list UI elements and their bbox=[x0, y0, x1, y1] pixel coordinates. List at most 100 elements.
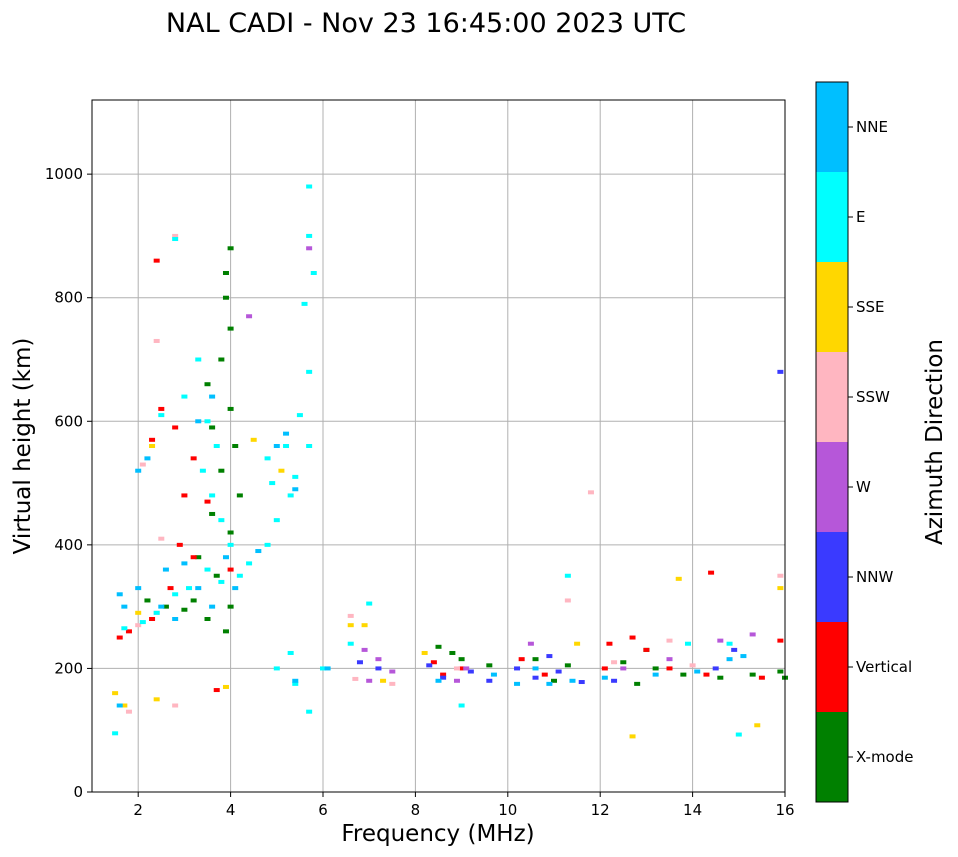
data-point bbox=[158, 536, 165, 541]
colorbar-tick-label: NNE bbox=[856, 118, 888, 136]
data-point bbox=[264, 542, 271, 547]
data-point bbox=[731, 647, 738, 652]
data-point bbox=[153, 338, 160, 343]
data-point bbox=[292, 474, 299, 479]
data-point bbox=[749, 632, 756, 637]
data-point bbox=[172, 237, 179, 242]
data-point bbox=[440, 672, 447, 677]
data-point bbox=[125, 709, 132, 714]
data-point bbox=[310, 271, 317, 275]
data-point bbox=[227, 326, 234, 331]
data-point bbox=[162, 567, 169, 572]
data-point bbox=[246, 314, 253, 319]
data-point bbox=[629, 734, 636, 739]
data-point bbox=[186, 586, 193, 591]
data-point bbox=[153, 258, 160, 263]
data-point bbox=[172, 592, 179, 597]
data-point bbox=[125, 629, 132, 634]
data-point bbox=[541, 672, 548, 677]
data-point bbox=[606, 641, 613, 646]
data-point bbox=[666, 638, 673, 643]
colorbar-segment bbox=[816, 622, 848, 712]
data-point bbox=[564, 573, 571, 578]
colorbar-label: Azimuth Direction bbox=[922, 339, 948, 545]
data-point bbox=[532, 675, 539, 680]
chart-title: NAL CADI - Nov 23 16:45:00 2023 UTC bbox=[166, 8, 686, 39]
colorbar-tick-label: Vertical bbox=[856, 658, 912, 676]
data-point bbox=[324, 666, 331, 671]
y-tick-label: 400 bbox=[54, 536, 83, 554]
data-point bbox=[172, 617, 179, 621]
data-point bbox=[287, 493, 294, 498]
colorbar-tick-label: W bbox=[856, 478, 871, 496]
data-point bbox=[116, 635, 123, 640]
data-point bbox=[435, 678, 442, 683]
data-point bbox=[209, 493, 216, 498]
data-point bbox=[435, 644, 442, 649]
plot-area bbox=[92, 100, 785, 792]
data-point bbox=[209, 604, 216, 609]
series-nnw bbox=[356, 369, 784, 685]
data-point bbox=[463, 666, 470, 671]
data-point bbox=[190, 598, 197, 603]
data-point bbox=[347, 623, 354, 628]
data-point bbox=[578, 680, 585, 685]
data-point bbox=[777, 369, 784, 374]
data-point bbox=[218, 357, 225, 362]
colorbar-segment bbox=[816, 712, 848, 802]
x-tick-label: 16 bbox=[775, 801, 794, 819]
data-point bbox=[675, 576, 682, 581]
colorbar-segment bbox=[816, 532, 848, 622]
data-point bbox=[181, 394, 188, 399]
series-sse bbox=[112, 437, 784, 739]
data-point bbox=[490, 672, 497, 677]
data-point bbox=[250, 437, 257, 442]
data-point bbox=[689, 663, 696, 668]
data-point bbox=[162, 604, 169, 609]
data-point bbox=[181, 493, 188, 498]
data-point bbox=[236, 493, 243, 498]
data-point bbox=[190, 456, 197, 461]
data-point bbox=[564, 663, 571, 668]
data-point bbox=[121, 604, 128, 609]
data-point bbox=[222, 629, 229, 634]
data-point bbox=[380, 678, 387, 683]
data-point bbox=[232, 444, 239, 448]
data-point bbox=[181, 607, 188, 612]
data-point bbox=[777, 638, 784, 643]
data-point bbox=[361, 623, 368, 628]
data-point bbox=[135, 610, 142, 615]
data-point bbox=[680, 672, 687, 677]
data-point bbox=[375, 666, 382, 671]
data-point bbox=[204, 499, 211, 504]
colorbar-segment bbox=[816, 262, 848, 352]
data-point bbox=[777, 586, 784, 591]
data-point bbox=[116, 703, 123, 708]
data-point bbox=[449, 650, 456, 655]
data-point bbox=[389, 669, 396, 674]
data-point bbox=[758, 675, 765, 680]
data-point bbox=[587, 490, 594, 495]
data-point bbox=[139, 620, 146, 625]
data-point bbox=[213, 573, 220, 578]
data-point bbox=[754, 723, 761, 728]
data-point bbox=[366, 601, 373, 606]
data-point bbox=[158, 406, 165, 411]
series-vertical bbox=[116, 258, 784, 693]
data-point bbox=[652, 672, 659, 677]
data-point bbox=[278, 468, 285, 473]
data-point bbox=[430, 660, 437, 665]
data-point bbox=[467, 669, 474, 674]
x-tick-label: 6 bbox=[318, 801, 328, 819]
data-point bbox=[283, 444, 290, 448]
data-point bbox=[726, 641, 733, 646]
data-point bbox=[292, 681, 299, 686]
data-point bbox=[301, 301, 308, 306]
data-point bbox=[527, 641, 534, 646]
data-point bbox=[666, 657, 673, 662]
colorbar-tick-label: SSW bbox=[856, 388, 890, 406]
data-point bbox=[712, 666, 719, 671]
series-w bbox=[246, 246, 756, 683]
data-point bbox=[453, 666, 460, 671]
data-point bbox=[181, 561, 188, 566]
